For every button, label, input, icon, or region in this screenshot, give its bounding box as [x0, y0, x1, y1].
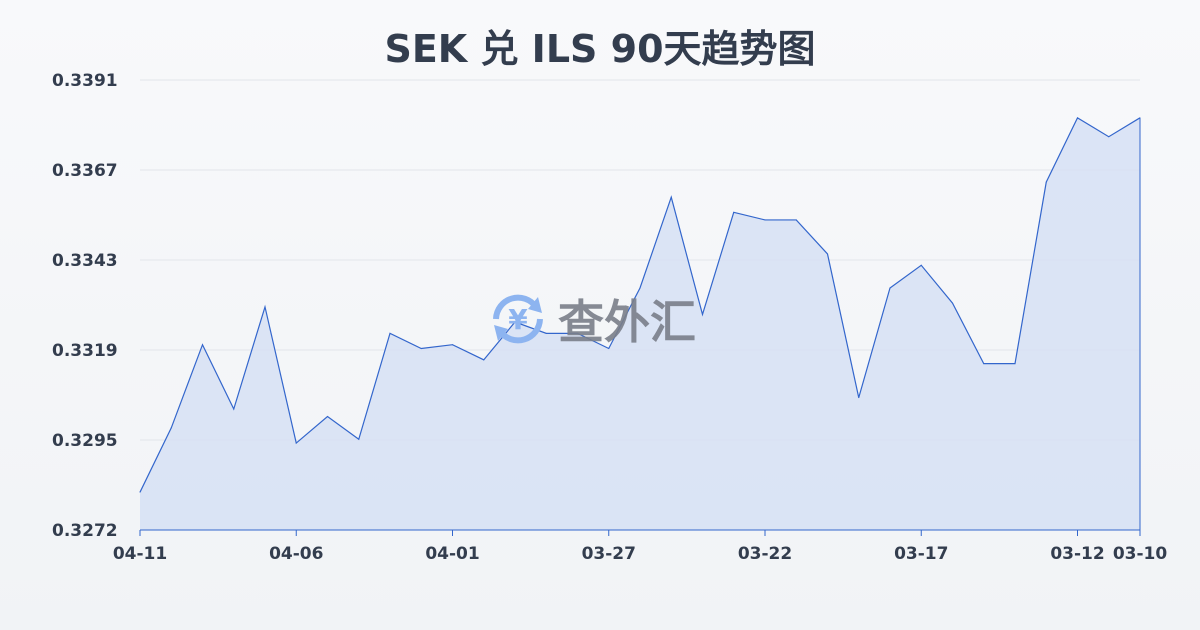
data-point [514, 321, 516, 323]
data-point [452, 344, 453, 346]
data-point [764, 219, 766, 221]
x-tick-label: 03-27 [582, 544, 636, 564]
data-point [983, 363, 985, 365]
data-point [545, 332, 547, 334]
x-tick-label: 03-10 [1113, 544, 1168, 564]
exchange-logo-icon: ¥ [493, 294, 543, 344]
data-point [358, 438, 360, 440]
x-tick-label: 04-11 [113, 544, 167, 564]
data-point [420, 347, 422, 349]
data-point [389, 332, 391, 334]
data-point [1108, 136, 1110, 138]
data-point [264, 306, 266, 308]
data-point [1077, 117, 1078, 119]
y-tick-label: 0.3295 [52, 431, 118, 451]
data-point [795, 219, 797, 221]
x-tick-label: 04-06 [269, 544, 323, 564]
y-tick-label: 0.3343 [52, 251, 118, 271]
data-point [670, 196, 672, 198]
y-tick-label: 0.3391 [52, 71, 118, 91]
data-point [577, 332, 578, 334]
data-point [139, 491, 141, 493]
x-tick-label: 03-17 [894, 544, 948, 564]
data-point [170, 427, 172, 429]
data-point [952, 302, 953, 304]
x-tick-label: 03-22 [738, 544, 792, 564]
data-point [1045, 181, 1047, 183]
data-point [639, 287, 641, 289]
area-fill [140, 117, 1140, 530]
watermark: ¥ 查外汇 [488, 286, 696, 352]
x-tick-label: 04-01 [425, 544, 479, 564]
data-point [327, 416, 328, 418]
data-point [1139, 117, 1141, 119]
data-point [889, 287, 891, 289]
data-point [202, 344, 203, 346]
y-tick-label: 0.3272 [52, 521, 118, 541]
svg-text:¥: ¥ [508, 303, 528, 336]
y-tick-label: 0.3319 [52, 341, 118, 361]
data-point [295, 442, 297, 444]
data-point [702, 313, 703, 315]
data-point [858, 397, 860, 399]
data-point [920, 264, 922, 266]
data-point [1014, 363, 1016, 365]
data-point [483, 359, 485, 361]
data-point [827, 253, 828, 255]
x-tick-label: 03-12 [1050, 544, 1104, 564]
data-point [733, 211, 735, 213]
data-point [233, 408, 235, 410]
y-tick-label: 0.3367 [52, 161, 118, 181]
data-point [608, 347, 610, 349]
chart-title: SEK 兑 ILS 90天趋势图 [384, 27, 816, 71]
watermark-text: 查外汇 [558, 295, 696, 349]
